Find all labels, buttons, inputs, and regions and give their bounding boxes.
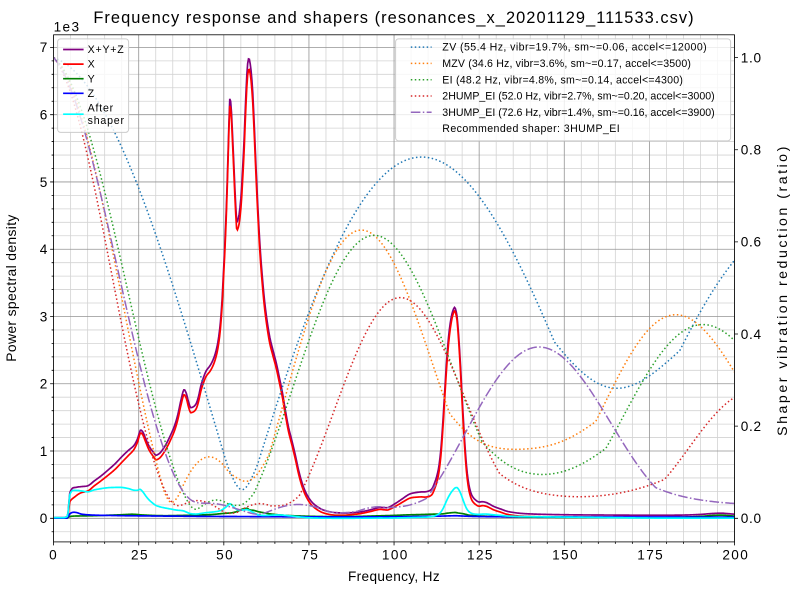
svg-text:1: 1 xyxy=(40,444,48,459)
svg-text:0.4: 0.4 xyxy=(741,327,762,342)
svg-text:25: 25 xyxy=(131,548,149,563)
svg-text:ZV (55.4 Hz, vibr=19.7%, sm~=0: ZV (55.4 Hz, vibr=19.7%, sm~=0.06, accel… xyxy=(442,42,707,54)
svg-text:5: 5 xyxy=(40,175,48,190)
svg-text:0: 0 xyxy=(49,548,58,563)
svg-text:0: 0 xyxy=(40,511,48,526)
svg-text:6: 6 xyxy=(40,107,48,122)
svg-text:0.8: 0.8 xyxy=(741,143,762,158)
svg-text:3HUMP_EI (72.6 Hz, vibr=1.4%,: 3HUMP_EI (72.6 Hz, vibr=1.4%, sm~=0.16, … xyxy=(442,107,714,119)
svg-text:Z: Z xyxy=(88,88,95,100)
svg-text:50: 50 xyxy=(216,548,234,563)
svg-text:Frequency, Hz: Frequency, Hz xyxy=(348,569,440,584)
svg-text:Recommended shaper: 3HUMP_EI: Recommended shaper: 3HUMP_EI xyxy=(442,123,620,135)
svg-text:7: 7 xyxy=(40,40,48,55)
svg-text:1e3: 1e3 xyxy=(54,20,81,35)
svg-text:0.2: 0.2 xyxy=(741,419,762,434)
svg-text:X+Y+Z: X+Y+Z xyxy=(88,44,125,56)
svg-text:MZV (34.6 Hz, vibr=3.6%, sm~=0: MZV (34.6 Hz, vibr=3.6%, sm~=0.17, accel… xyxy=(442,58,691,70)
svg-text:75: 75 xyxy=(301,548,319,563)
svg-text:shaper: shaper xyxy=(88,115,125,127)
svg-text:2HUMP_EI (52.0 Hz, vibr=2.7%,: 2HUMP_EI (52.0 Hz, vibr=2.7%, sm~=0.20, … xyxy=(442,91,714,103)
svg-text:Y: Y xyxy=(88,73,96,85)
svg-text:100: 100 xyxy=(382,548,409,563)
svg-text:0.0: 0.0 xyxy=(741,511,762,526)
svg-text:After: After xyxy=(88,103,114,115)
svg-text:4: 4 xyxy=(40,242,48,257)
svg-text:175: 175 xyxy=(637,548,664,563)
svg-text:X: X xyxy=(88,59,96,71)
svg-text:EI (48.2 Hz, vibr=4.8%, sm~=0.: EI (48.2 Hz, vibr=4.8%, sm~=0.14, accel<… xyxy=(442,74,683,86)
svg-text:Shaper vibration reduction (ra: Shaper vibration reduction (ratio) xyxy=(775,144,791,436)
svg-text:0.6: 0.6 xyxy=(741,235,762,250)
svg-text:200: 200 xyxy=(722,548,749,563)
svg-text:125: 125 xyxy=(467,548,494,563)
svg-text:Frequency response and shapers: Frequency response and shapers (resonanc… xyxy=(93,9,694,27)
svg-text:Power spectral density: Power spectral density xyxy=(3,214,19,361)
svg-text:3: 3 xyxy=(40,309,48,324)
svg-text:150: 150 xyxy=(552,548,579,563)
svg-text:2: 2 xyxy=(40,377,48,392)
svg-text:1.0: 1.0 xyxy=(741,50,762,65)
